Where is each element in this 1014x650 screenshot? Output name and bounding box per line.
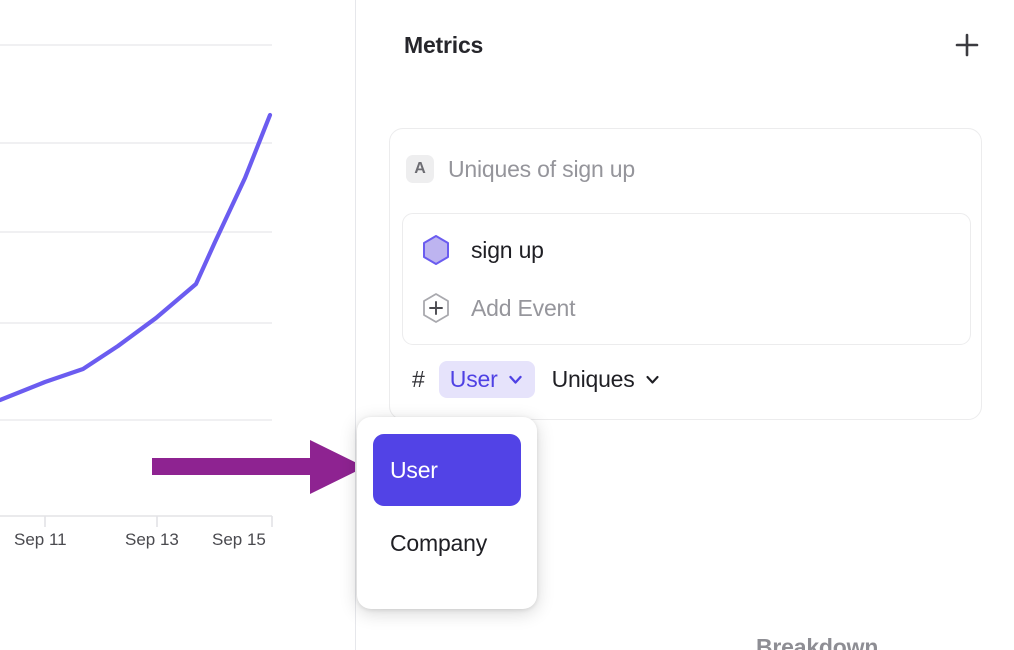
add-event-label: Add Event xyxy=(471,294,576,321)
entity-select-user[interactable]: User xyxy=(438,361,535,398)
dropdown-option-user[interactable]: User xyxy=(373,434,521,506)
chart-series-line xyxy=(0,112,273,403)
hexagon-icon xyxy=(423,235,449,265)
x-tick-label-2: Sep 15 xyxy=(212,530,266,549)
chart-gridlines xyxy=(0,44,272,421)
metrics-section-header: Metrics xyxy=(404,28,982,62)
chevron-down-icon xyxy=(508,375,522,384)
add-metric-button[interactable] xyxy=(952,30,982,60)
hash-icon: # xyxy=(412,366,425,392)
chart-panel: Sep 11 Sep 13 Sep 15 xyxy=(0,0,355,650)
dropdown-option-label: User xyxy=(390,456,438,483)
hexagon-plus-icon xyxy=(423,293,449,323)
entity-dropdown-menu: User Company xyxy=(357,417,537,609)
x-tick-label-0: Sep 11 xyxy=(14,530,67,549)
add-event-row[interactable]: Add Event xyxy=(403,280,970,336)
event-label: sign up xyxy=(471,236,544,263)
metric-card: A Uniques of sign up sign up Add Event # xyxy=(389,128,982,420)
breakdown-title: Breakdown xyxy=(756,633,879,650)
aggregation-select-uniques[interactable]: Uniques xyxy=(541,361,672,398)
chart-x-axis xyxy=(0,515,273,527)
dropdown-option-company[interactable]: Company xyxy=(373,517,521,569)
breakdown-section-header: Breakdown xyxy=(756,632,1014,650)
x-tick-label-1: Sep 13 xyxy=(125,530,179,549)
chevron-down-icon xyxy=(646,375,659,384)
annotation-arrow-icon xyxy=(152,440,355,494)
events-box: sign up Add Event xyxy=(402,213,971,345)
metric-letter-badge: A xyxy=(406,155,434,183)
line-chart xyxy=(0,44,273,527)
event-row-sign-up[interactable]: sign up xyxy=(403,222,970,278)
metric-name-input[interactable]: Uniques of sign up xyxy=(448,155,635,182)
aggregation-select-value: Uniques xyxy=(551,366,635,392)
metric-title-row[interactable]: A Uniques of sign up xyxy=(406,155,635,183)
panel-divider xyxy=(355,0,357,650)
metrics-title: Metrics xyxy=(404,31,484,58)
metric-selector-row: # User Uniques xyxy=(404,361,672,398)
entity-select-value: User xyxy=(449,366,498,392)
plus-icon xyxy=(955,33,979,57)
dropdown-option-label: Company xyxy=(390,529,488,556)
